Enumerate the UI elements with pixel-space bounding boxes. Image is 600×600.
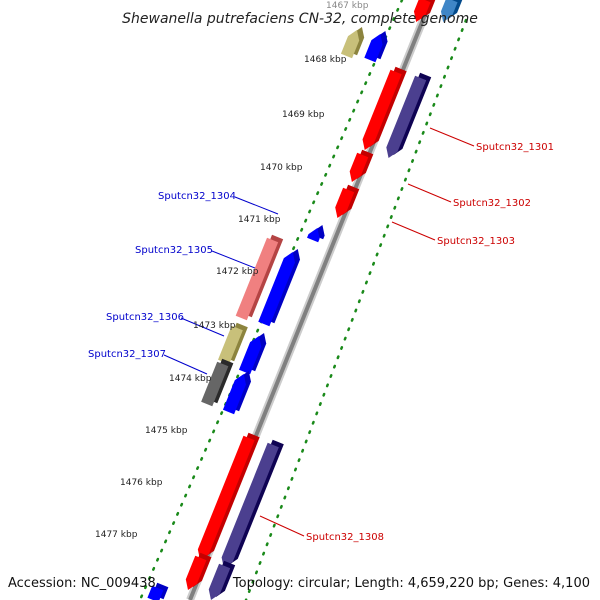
gene-label-sputcn32-1307[interactable]: Sputcn32_1307 bbox=[88, 349, 166, 360]
gene-blue-sputcn32-1307[interactable] bbox=[222, 371, 251, 415]
gene-gray-sputcn32-1307-face bbox=[201, 361, 229, 407]
tick-label-1471-kbp: 1471 kbp bbox=[238, 215, 281, 225]
gene-blue-top-face bbox=[364, 34, 383, 63]
gene-pink-sputcn32-1305-face bbox=[235, 237, 279, 321]
gene-blue-sputcn32-1304[interactable] bbox=[307, 225, 325, 243]
gene-red-top[interactable] bbox=[413, 0, 436, 22]
kbp-tick-labels: 1467 kbp 1468 kbp 1469 kbp 1470 kbp 1471 kbp… bbox=[95, 1, 369, 540]
gene-khaki-sputcn32-1306-face bbox=[218, 325, 243, 365]
leader-sputcn32-1307 bbox=[163, 354, 208, 375]
gene-pink-sputcn32-1305[interactable] bbox=[235, 234, 284, 321]
gene-blue-sputcn32-1307-face bbox=[222, 374, 246, 415]
leader-sputcn32-1306 bbox=[180, 317, 225, 337]
gene-purple-sputcn32-1308[interactable] bbox=[221, 439, 284, 568]
gene-purple-bottom[interactable] bbox=[208, 560, 236, 600]
gene-label-sputcn32-1306[interactable]: Sputcn32_1306 bbox=[106, 312, 184, 323]
gene-red-sputcn32-1302[interactable] bbox=[349, 149, 374, 182]
tick-label-1477-kbp: 1477 kbp bbox=[95, 530, 138, 540]
tick-label-1476-kbp: 1476 kbp bbox=[120, 478, 163, 488]
accession-text: Accession: NC_009438 bbox=[8, 576, 156, 591]
gene-label-sputcn32-1308[interactable]: Sputcn32_1308 bbox=[306, 532, 384, 543]
gene-label-sputcn32-1304[interactable]: Sputcn32_1304 bbox=[158, 191, 236, 202]
gene-purple-sputcn32-1308-face bbox=[221, 442, 279, 568]
label-leader-lines bbox=[163, 127, 475, 537]
gene-blue-bottom[interactable] bbox=[147, 582, 169, 600]
gene-features bbox=[147, 0, 463, 600]
tick-label-1475-kbp: 1475 kbp bbox=[145, 426, 188, 436]
gene-label-sputcn32-1301[interactable]: Sputcn32_1301 bbox=[476, 142, 554, 153]
tick-label-1472-kbp: 1472 kbp bbox=[216, 267, 259, 277]
gene-label-sputcn32-1305[interactable]: Sputcn32_1305 bbox=[135, 245, 213, 256]
tick-label-1470-kbp: 1470 kbp bbox=[260, 163, 303, 173]
gene-label-sputcn32-1302[interactable]: Sputcn32_1302 bbox=[453, 198, 531, 209]
outer-dotted-guide bbox=[138, 0, 404, 600]
gene-blue-sputcn32-1306[interactable] bbox=[239, 333, 267, 375]
gene-gray-sputcn32-1307[interactable] bbox=[201, 358, 234, 407]
leader-sputcn32-1303 bbox=[391, 221, 436, 241]
gene-purple-bottom-face bbox=[208, 563, 231, 600]
gene-red-sputcn32-1308[interactable] bbox=[197, 432, 260, 560]
tick-label-1468-kbp: 1468 kbp bbox=[304, 55, 347, 65]
gene-blue-sputcn32-1305[interactable] bbox=[258, 249, 300, 327]
gene-steelblue-top[interactable] bbox=[440, 0, 463, 22]
gene-blue-sputcn32-1305-face bbox=[258, 252, 295, 327]
gene-blue-sputcn32-1304-face bbox=[307, 228, 320, 243]
leader-sputcn32-1305 bbox=[211, 250, 256, 269]
gene-red-bottom[interactable] bbox=[185, 552, 212, 590]
leader-sputcn32-1304 bbox=[234, 196, 279, 215]
leader-sputcn32-1308 bbox=[259, 515, 305, 537]
gene-red-sputcn32-1308-face bbox=[197, 435, 255, 560]
tick-label-1467-kbp: 1467 kbp bbox=[326, 1, 369, 11]
gene-red-bottom-face bbox=[185, 555, 207, 590]
gene-purple-sputcn32-1301-face bbox=[386, 75, 427, 158]
tick-label-1474-kbp: 1474 kbp bbox=[169, 374, 212, 384]
gene-label-sputcn32-1303[interactable]: Sputcn32_1303 bbox=[437, 236, 515, 247]
gene-khaki-top[interactable] bbox=[340, 27, 365, 59]
gene-blue-top[interactable] bbox=[364, 31, 388, 63]
tick-label-1469-kbp: 1469 kbp bbox=[282, 110, 325, 120]
gene-blue-bottom-face bbox=[147, 585, 164, 600]
gene-steelblue-top-face bbox=[440, 0, 458, 22]
genome-summary-text: Topology: circular; Length: 4,659,220 bp… bbox=[232, 576, 590, 591]
gene-red-sputcn32-1301[interactable] bbox=[362, 66, 407, 150]
leader-sputcn32-1302 bbox=[407, 183, 452, 203]
map-title: Shewanella putrefaciens CN-32, complete … bbox=[122, 11, 478, 27]
gene-red-sputcn32-1303-face bbox=[335, 187, 355, 218]
tick-label-1473-kbp: 1473 kbp bbox=[193, 321, 236, 331]
inner-dotted-guide bbox=[244, 18, 468, 600]
gene-red-sputcn32-1302-face bbox=[349, 152, 369, 182]
gene-red-sputcn32-1301-face bbox=[362, 69, 402, 150]
gene-khaki-sputcn32-1306[interactable] bbox=[218, 322, 248, 365]
gene-red-sputcn32-1303[interactable] bbox=[335, 184, 360, 218]
leader-sputcn32-1301 bbox=[429, 127, 475, 147]
gene-blue-sputcn32-1306-face bbox=[239, 336, 262, 375]
gene-red-top-face bbox=[413, 0, 431, 22]
gene-khaki-top-face bbox=[340, 30, 360, 59]
gene-purple-sputcn32-1301[interactable] bbox=[386, 72, 432, 158]
